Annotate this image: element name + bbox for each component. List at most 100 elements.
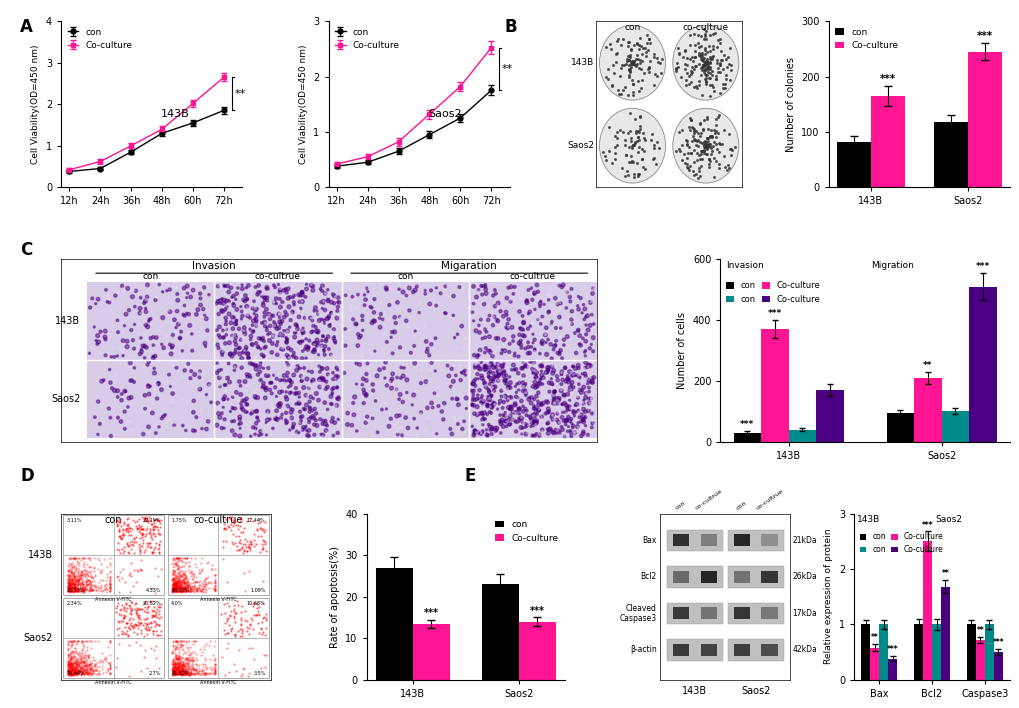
Point xyxy=(475,394,491,406)
Point xyxy=(388,426,405,438)
Point xyxy=(695,141,711,152)
Point xyxy=(146,610,162,622)
Point xyxy=(166,664,182,675)
Point xyxy=(74,566,91,578)
Text: Saos2: Saos2 xyxy=(428,110,462,120)
Point xyxy=(86,321,102,333)
Point xyxy=(564,287,580,298)
Point xyxy=(60,583,76,594)
Point xyxy=(511,404,527,415)
Point xyxy=(300,420,316,431)
Point xyxy=(299,389,315,401)
Point xyxy=(78,578,95,590)
Point xyxy=(219,613,235,624)
Point xyxy=(699,140,715,152)
Point xyxy=(66,552,83,564)
Point xyxy=(217,617,233,629)
Point xyxy=(165,578,181,589)
Point xyxy=(71,661,88,672)
Point xyxy=(689,82,705,93)
Point xyxy=(471,327,487,338)
Point xyxy=(73,653,90,665)
Point xyxy=(59,643,75,654)
Point xyxy=(624,86,640,98)
Point xyxy=(67,580,84,591)
Point xyxy=(65,665,82,676)
Point xyxy=(168,669,184,680)
Point xyxy=(553,353,570,364)
Point xyxy=(220,522,236,533)
Point xyxy=(255,362,271,374)
Point xyxy=(232,513,249,524)
Point xyxy=(518,390,534,401)
Point xyxy=(84,665,100,676)
Point xyxy=(64,657,81,668)
Point xyxy=(87,563,103,574)
Point xyxy=(166,585,182,596)
Point xyxy=(231,537,248,548)
Point xyxy=(528,417,544,428)
Point xyxy=(60,586,76,597)
Point xyxy=(68,666,85,678)
Point xyxy=(187,663,204,675)
Point xyxy=(69,586,86,598)
Point xyxy=(534,398,550,409)
Point xyxy=(570,291,586,302)
Point xyxy=(200,282,216,294)
Point xyxy=(67,576,84,588)
Point xyxy=(292,364,309,375)
Point xyxy=(298,399,314,411)
Point xyxy=(268,373,284,384)
Point xyxy=(102,668,118,680)
Point xyxy=(539,367,555,378)
Point xyxy=(124,291,141,302)
Point xyxy=(234,631,251,642)
Point xyxy=(60,568,76,579)
Point xyxy=(169,578,185,589)
Point xyxy=(307,302,323,314)
Point xyxy=(236,376,253,387)
Point xyxy=(82,581,98,592)
Point xyxy=(278,287,294,298)
Point xyxy=(562,283,579,295)
Point xyxy=(168,664,184,675)
Y-axis label: Cell Viability(OD=450 nm): Cell Viability(OD=450 nm) xyxy=(32,45,41,164)
Point xyxy=(184,425,201,436)
Point xyxy=(232,290,249,301)
Point xyxy=(174,660,191,671)
Point xyxy=(474,333,490,344)
Point xyxy=(94,375,110,387)
Point xyxy=(623,61,639,72)
Point xyxy=(201,379,217,390)
Point xyxy=(485,376,501,387)
Point xyxy=(62,585,78,596)
Point xyxy=(483,400,499,411)
Point xyxy=(105,393,121,404)
Point xyxy=(72,653,89,665)
Point xyxy=(358,375,374,386)
Point xyxy=(76,664,93,675)
Point xyxy=(213,305,229,316)
Point xyxy=(292,295,309,307)
Point xyxy=(177,586,194,597)
Point xyxy=(305,338,321,350)
Point xyxy=(381,299,397,311)
Point xyxy=(130,620,147,631)
Point xyxy=(692,130,708,142)
Point xyxy=(197,576,213,588)
Point xyxy=(585,319,601,330)
Point xyxy=(81,576,97,587)
Point xyxy=(140,601,156,612)
Point xyxy=(247,392,263,404)
Point xyxy=(493,348,510,359)
Point xyxy=(169,581,185,593)
Point xyxy=(173,586,190,597)
Point xyxy=(698,55,714,67)
Point xyxy=(571,411,587,423)
Point xyxy=(62,648,78,659)
Point xyxy=(166,586,182,597)
Point xyxy=(194,585,210,596)
Point xyxy=(526,304,542,315)
Point xyxy=(259,418,275,430)
Point xyxy=(113,530,129,541)
